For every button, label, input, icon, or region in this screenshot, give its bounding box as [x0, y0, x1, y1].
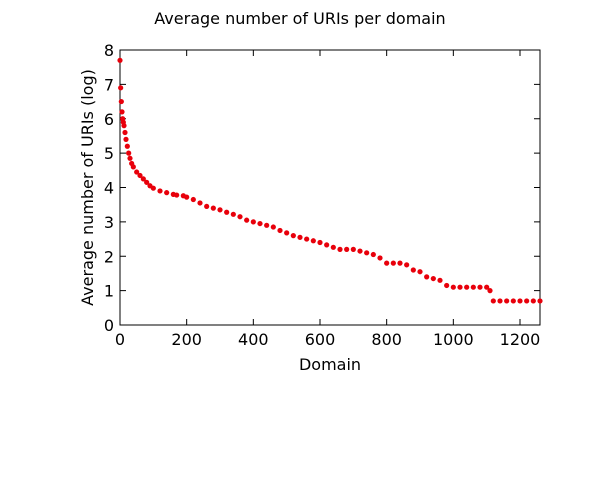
data-point [224, 209, 230, 215]
data-point [430, 275, 436, 282]
plot-frame [119, 49, 541, 326]
data-point [134, 169, 140, 175]
chart-title: Average number of URIs per domain [154, 9, 445, 28]
data-point [364, 250, 370, 256]
data-point [504, 298, 510, 304]
x-tick-label: 800 [371, 330, 402, 349]
data-point [464, 284, 470, 290]
data-point [127, 155, 133, 161]
data-point [417, 269, 423, 275]
data-point [250, 219, 256, 225]
data-point [124, 143, 130, 149]
data-point [184, 194, 190, 200]
data-point [290, 233, 296, 239]
data-point [230, 211, 236, 217]
x-tick-label: 600 [305, 330, 336, 349]
data-point [344, 246, 350, 252]
data-point [444, 282, 450, 289]
data-point [404, 262, 410, 268]
data-point [217, 207, 223, 213]
data-point [284, 230, 290, 236]
data-point [277, 227, 283, 234]
data-point [410, 267, 416, 273]
data-point [119, 109, 125, 115]
data-point [497, 298, 503, 304]
data-point [487, 288, 493, 294]
data-point [130, 164, 136, 170]
y-axis-label: Average number of URIs (log) [78, 69, 97, 306]
data-point [370, 251, 376, 258]
x-tick-label: 200 [171, 330, 202, 349]
data-point [357, 248, 363, 254]
x-axis-ticks: 0 200 400 600 800 1000 1200 [115, 50, 540, 349]
data-point [330, 244, 336, 250]
data-point [164, 190, 170, 196]
y-tick-label: 3 [104, 213, 114, 232]
data-point [117, 57, 123, 63]
data-point [384, 260, 390, 266]
data-point [397, 260, 403, 266]
data-point [530, 298, 536, 304]
data-point [122, 129, 128, 136]
data-point [517, 298, 523, 304]
data-point [137, 172, 143, 179]
data-point [123, 136, 129, 142]
data-point [304, 236, 310, 242]
x-tick-label: 0 [115, 330, 125, 349]
data-point [297, 234, 303, 240]
y-tick-label: 8 [104, 41, 114, 60]
data-points [117, 57, 543, 304]
x-axis-label: Domain [299, 355, 361, 374]
data-point [510, 298, 516, 304]
data-point [144, 179, 150, 185]
y-tick-label: 6 [104, 110, 114, 129]
data-point [118, 98, 124, 105]
data-point [457, 284, 463, 290]
data-point [264, 222, 270, 228]
data-point [157, 188, 163, 194]
data-point [424, 274, 430, 280]
data-point [477, 284, 483, 290]
data-point [190, 196, 196, 203]
data-point [210, 205, 216, 211]
data-point [121, 123, 127, 129]
data-point [390, 260, 396, 266]
x-tick-label: 1000 [433, 330, 474, 349]
data-point [470, 284, 476, 290]
data-point [537, 298, 543, 304]
data-point [197, 200, 203, 206]
data-point [450, 284, 456, 290]
data-point [140, 176, 146, 182]
y-tick-label: 1 [104, 282, 114, 301]
data-point [237, 214, 243, 220]
data-point [118, 85, 124, 91]
data-point [337, 246, 343, 252]
y-tick-label: 4 [104, 179, 114, 198]
x-tick-label: 1200 [500, 330, 541, 349]
data-point [310, 238, 316, 244]
data-point [350, 246, 356, 252]
data-point [490, 298, 496, 304]
data-point [244, 217, 250, 223]
data-point [150, 185, 156, 191]
data-point [270, 224, 276, 230]
data-point [524, 298, 530, 304]
data-point [484, 284, 490, 290]
data-point [377, 255, 383, 261]
y-tick-label: 2 [104, 247, 114, 266]
data-point [204, 203, 210, 210]
x-tick-label: 400 [238, 330, 269, 349]
data-point [324, 242, 330, 248]
data-point [126, 150, 132, 156]
y-tick-label: 5 [104, 144, 114, 163]
y-tick-label: 0 [104, 316, 114, 335]
data-point [317, 239, 323, 246]
data-point [174, 192, 180, 198]
data-point [437, 277, 443, 283]
y-axis-ticks: 0 1 2 3 4 5 6 7 8 [104, 41, 540, 335]
data-point [257, 220, 263, 227]
y-tick-label: 7 [104, 75, 114, 94]
